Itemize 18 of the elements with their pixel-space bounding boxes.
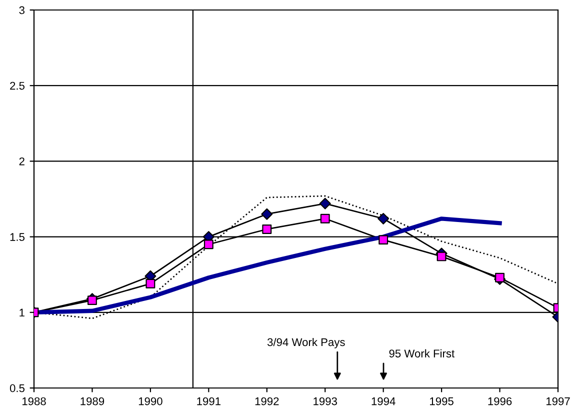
- y-tick-label: 1.5: [10, 233, 25, 241]
- x-tick-label: 1988: [22, 397, 46, 406]
- x-tick-label: 1989: [80, 397, 104, 406]
- x-tick-label: 1992: [255, 397, 279, 406]
- x-tick-label: 1996: [488, 397, 512, 406]
- x-tick-label: 1993: [314, 397, 337, 406]
- x-tick-label: 1997: [546, 397, 570, 406]
- y-tick-label: 1: [20, 308, 24, 316]
- x-tick-label: 1994: [372, 397, 396, 406]
- x-tick-label: 1990: [138, 397, 162, 406]
- y-tick-label: 3: [19, 6, 24, 14]
- x-tick-label: 1995: [430, 397, 454, 406]
- x-tick-label: 1991: [197, 397, 220, 406]
- y-tick-label: 0.5: [10, 384, 25, 392]
- y-tick-label: 2: [19, 157, 24, 166]
- y-tick-label: 2.5: [10, 82, 25, 90]
- annotation: 95 Work First: [389, 349, 455, 358]
- annotation: 3/94 Work Pays: [267, 338, 345, 348]
